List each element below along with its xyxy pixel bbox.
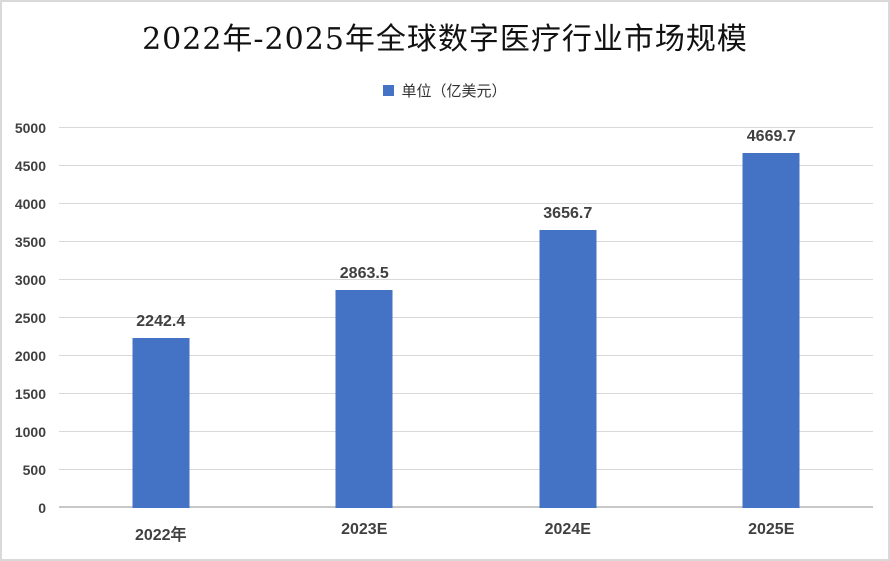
bar-column: 2242.4 <box>59 128 263 508</box>
bar-value-label: 2863.5 <box>339 265 389 283</box>
y-axis-tick-label: 4500 <box>14 158 46 174</box>
y-axis: 0 500 1000 1500 2000 2500 3000 3500 4000 4500 5000 <box>2 120 50 516</box>
bar-value-label: 4669.7 <box>746 128 796 146</box>
y-axis-tick-label: 5000 <box>14 120 46 136</box>
gridline <box>59 241 873 242</box>
bars: 2242.4 2863.5 3656.7 4669.7 <box>59 128 873 508</box>
y-axis-tick-label: 1500 <box>14 386 46 402</box>
gridline <box>59 165 873 166</box>
bar-value-label: 3656.7 <box>543 205 593 223</box>
bar-column: 2863.5 <box>263 128 467 508</box>
gridline <box>59 393 873 394</box>
gridline <box>59 355 873 356</box>
x-axis-tick-label: 2023E <box>341 521 388 538</box>
gridline <box>59 506 873 508</box>
y-axis-tick-label: 0 <box>38 500 46 516</box>
gridline <box>59 279 873 280</box>
y-axis-tick-label: 1000 <box>14 424 46 440</box>
y-axis-tick-label: 4000 <box>14 196 46 212</box>
bar-value-label: 2242.4 <box>136 312 186 330</box>
gridline <box>59 127 873 128</box>
bar-2024E[interactable] <box>539 230 597 508</box>
bar-2025E[interactable] <box>742 153 800 508</box>
plot-area: 2242.4 2863.5 3656.7 4669.7 <box>59 127 873 508</box>
x-axis: 2022年 2023E 2024E 2025E <box>59 521 873 545</box>
legend-swatch-icon <box>383 85 395 96</box>
bar-column: 4669.7 <box>670 128 874 508</box>
legend-label: 单位（亿美元） <box>401 82 507 100</box>
x-axis-tick-label: 2025E <box>748 521 795 538</box>
gridline <box>59 431 873 432</box>
gridline <box>59 317 873 318</box>
y-axis-tick-label: 500 <box>22 462 46 478</box>
y-axis-tick-label: 2000 <box>14 348 46 364</box>
bar-2023E[interactable] <box>335 290 393 508</box>
bar-column: 3656.7 <box>466 128 670 508</box>
y-axis-tick-label: 3500 <box>14 234 46 250</box>
legend: 单位（亿美元） <box>2 80 888 101</box>
y-axis-tick-label: 3000 <box>14 272 46 288</box>
x-axis-tick-label: 2022年 <box>134 527 187 544</box>
gridline <box>59 469 873 470</box>
gridline <box>59 203 873 204</box>
bar-2022年[interactable] <box>132 337 190 508</box>
y-axis-tick-label: 2500 <box>14 310 46 326</box>
chart-title: 2022年-2025年全球数字医疗行业市场规模 <box>142 22 748 57</box>
x-axis-tick-label: 2024E <box>544 521 591 538</box>
